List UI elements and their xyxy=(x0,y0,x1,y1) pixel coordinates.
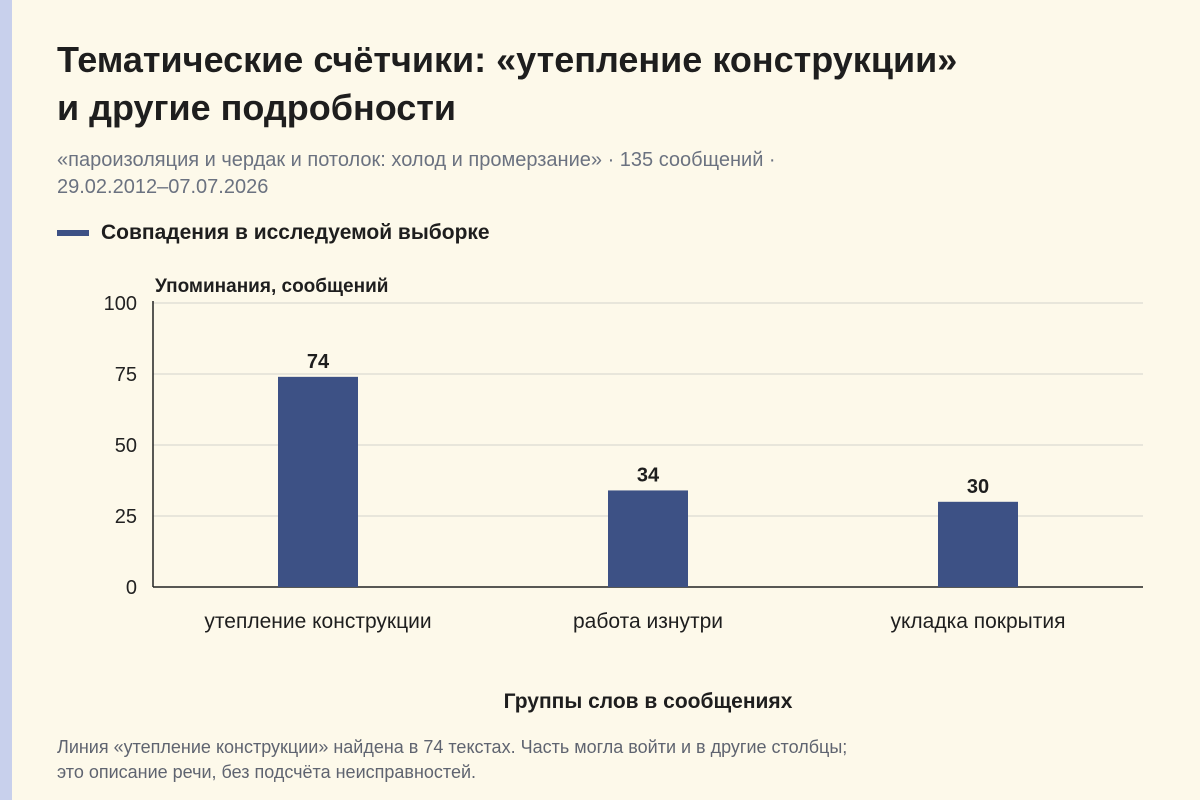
left-accent-bar xyxy=(0,0,12,800)
bar-value-label: 34 xyxy=(637,464,660,486)
footnote-line-2: это описание речи, без подсчёта неисправ… xyxy=(57,762,477,782)
bar-chart: 0 25 50 75 100 Упоминания, сообщений 74 утеплен… xyxy=(104,276,1143,713)
bar xyxy=(278,376,358,587)
y-tick-label: 75 xyxy=(115,364,137,386)
chart-subtitle-line-2: 29.02.2012–07.07.2026 xyxy=(57,176,269,198)
legend-label: Совпадения в исследуемой выборке xyxy=(101,221,490,244)
chart-subtitle: «пароизоляция и чердак и потолок: холод … xyxy=(57,147,1057,201)
x-axis-label: Группы слов в сообщениях xyxy=(504,690,793,713)
y-tick-label: 0 xyxy=(126,577,137,599)
x-tick-label: утепление конструкции xyxy=(204,610,431,633)
y-tick-label: 100 xyxy=(104,293,137,315)
y-tick-label: 25 xyxy=(115,506,137,528)
bar xyxy=(608,490,688,587)
chart-title-line-2: и другие подробности xyxy=(57,87,457,128)
footnote: Линия «утепление конструкции» найдена в … xyxy=(57,735,1157,785)
bar-value-label: 30 xyxy=(967,476,989,498)
chart-title: Тематические счётчики: «утепление констр… xyxy=(57,36,1157,132)
y-axis-label: Упоминания, сообщений xyxy=(155,276,388,297)
x-tick-label: укладка покрытия xyxy=(890,610,1065,633)
bar xyxy=(938,501,1018,587)
y-tick-label: 50 xyxy=(115,435,137,457)
chart-legend: Совпадения в исследуемой выборке xyxy=(57,219,490,247)
legend-swatch xyxy=(57,230,89,236)
bar-value-label: 74 xyxy=(307,351,330,373)
chart-title-line-1: Тематические счётчики: «утепление констр… xyxy=(57,39,958,80)
chart-subtitle-line-1: «пароизоляция и чердак и потолок: холод … xyxy=(57,149,776,171)
footnote-line-1: Линия «утепление конструкции» найдена в … xyxy=(57,737,848,757)
x-tick-label: работа изнутри xyxy=(573,610,723,633)
